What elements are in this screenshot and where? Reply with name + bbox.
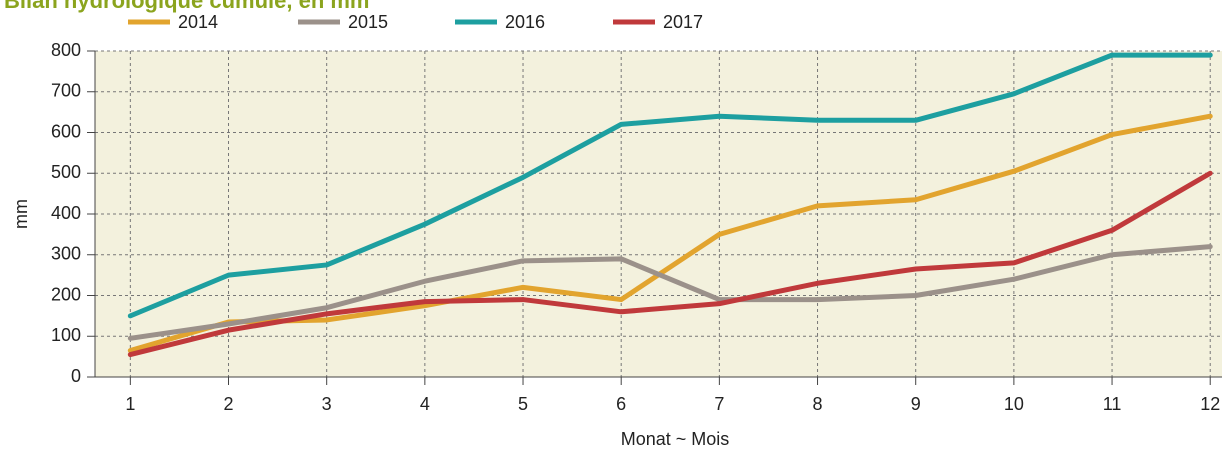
y-tick-label: 100 [51, 325, 81, 345]
x-tick-label: 11 [1103, 394, 1122, 414]
series-line [127, 244, 1213, 341]
x-tick-label: 7 [714, 394, 724, 414]
x-tick-label: 4 [420, 394, 430, 414]
legend-label: 2017 [663, 12, 703, 32]
y-tick-label: 400 [51, 203, 81, 223]
x-tick-label: 6 [616, 394, 626, 414]
y-tick-label: 300 [51, 244, 81, 264]
x-tick-label: 8 [813, 394, 823, 414]
legend-label: 2015 [348, 12, 388, 32]
x-tick-label: 5 [518, 394, 528, 414]
y-tick-label: 200 [51, 284, 81, 304]
x-tick-label: 10 [1004, 394, 1024, 414]
x-tick-label: 3 [322, 394, 332, 414]
y-tick-label: 800 [51, 40, 81, 60]
legend-label: 2014 [178, 12, 218, 32]
series-line [127, 52, 1213, 319]
y-tick-label: 600 [51, 121, 81, 141]
x-tick-label: 12 [1200, 394, 1220, 414]
x-axis-label: Monat ~ Mois [621, 429, 730, 449]
series-line [127, 170, 1213, 358]
series-line [127, 113, 1213, 354]
legend-label: 2016 [505, 12, 545, 32]
y-tick-label: 0 [71, 366, 81, 386]
y-tick-label: 700 [51, 81, 81, 101]
chart-title: Bilan hydrologique cumulé, en mm [4, 0, 370, 13]
x-tick-label: 9 [911, 394, 921, 414]
y-tick-label: 500 [51, 162, 81, 182]
y-axis-label: mm [11, 199, 31, 229]
x-tick-label: 2 [224, 394, 234, 414]
x-tick-label: 1 [125, 394, 135, 414]
